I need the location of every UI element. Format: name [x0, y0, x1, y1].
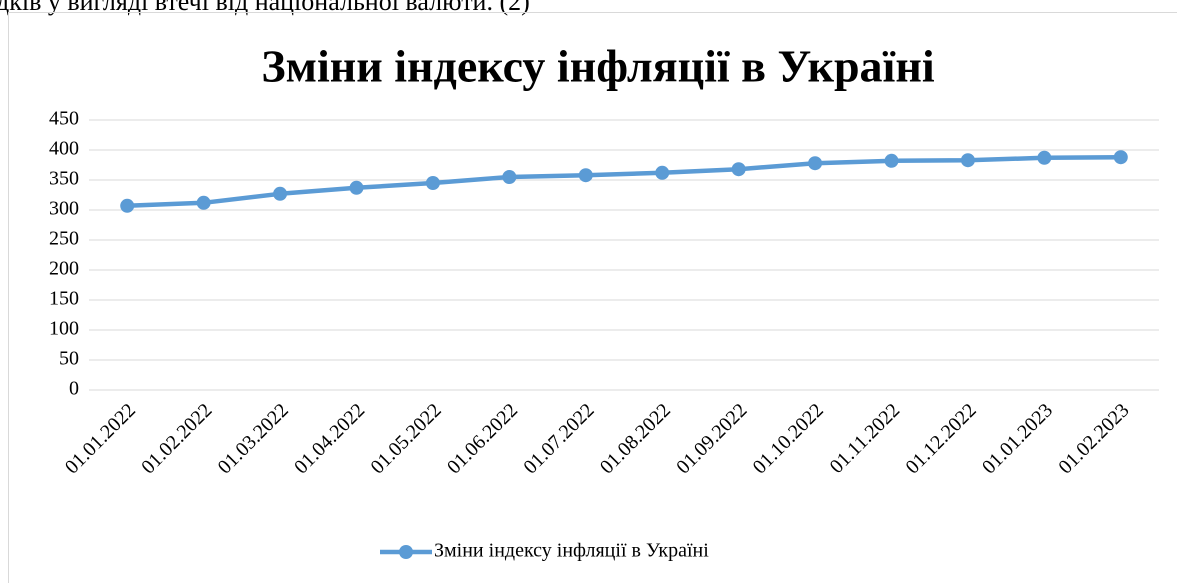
y-tick-label: 300: [49, 198, 79, 220]
x-tick-label: 01.07.2022: [519, 399, 598, 478]
y-tick-label: 350: [49, 168, 79, 190]
x-tick-label: 01.02.2023: [1054, 399, 1133, 478]
marker: [884, 153, 899, 168]
marker: [349, 180, 364, 195]
y-tick-label: 200: [49, 258, 79, 280]
marker: [731, 162, 746, 177]
marker: [578, 168, 593, 183]
marker: [273, 186, 288, 201]
y-tick-label: 150: [49, 288, 79, 310]
chart-title: Зміни індексу інфляції в Україні: [261, 41, 934, 92]
y-tick-label: 450: [49, 108, 79, 130]
marker: [120, 198, 135, 213]
legend-label: Зміни індексу інфляції в Україні: [434, 540, 709, 562]
y-tick-label: 100: [49, 318, 79, 340]
marker: [1113, 150, 1128, 165]
x-tick-label: 01.02.2022: [137, 399, 216, 478]
marker: [1037, 150, 1052, 165]
y-tick-label: 0: [69, 378, 79, 400]
x-tick-label: 01.05.2022: [367, 399, 446, 478]
x-tick-label: 01.11.2022: [826, 399, 905, 478]
legend-marker: [399, 545, 413, 559]
marker: [960, 153, 975, 168]
line: [127, 154, 1121, 209]
marker: [655, 165, 670, 180]
x-tick-label: 01.12.2022: [902, 399, 981, 478]
document-text: дків у вигляді втечі від національної ва…: [0, 0, 530, 16]
y-tick-label: 250: [49, 228, 79, 250]
marker: [808, 156, 823, 171]
marker: [196, 195, 211, 210]
marker: [502, 170, 517, 184]
x-tick-label: 01.01.2023: [978, 399, 1057, 478]
x-tick-label: 01.10.2022: [749, 399, 828, 478]
y-tick-label: 50: [59, 348, 79, 370]
x-tick-label: 01.09.2022: [672, 399, 751, 478]
x-tick-label: 01.01.2022: [61, 399, 140, 478]
x-tick-label: 01.03.2022: [214, 399, 293, 478]
x-tick-label: 01.06.2022: [443, 399, 522, 478]
marker: [425, 176, 440, 190]
y-tick-label: 400: [49, 138, 79, 160]
x-tick-label: 01.08.2022: [596, 399, 675, 478]
chart-frame: [8, 12, 1177, 583]
x-tick-label: 01.04.2022: [290, 399, 369, 478]
